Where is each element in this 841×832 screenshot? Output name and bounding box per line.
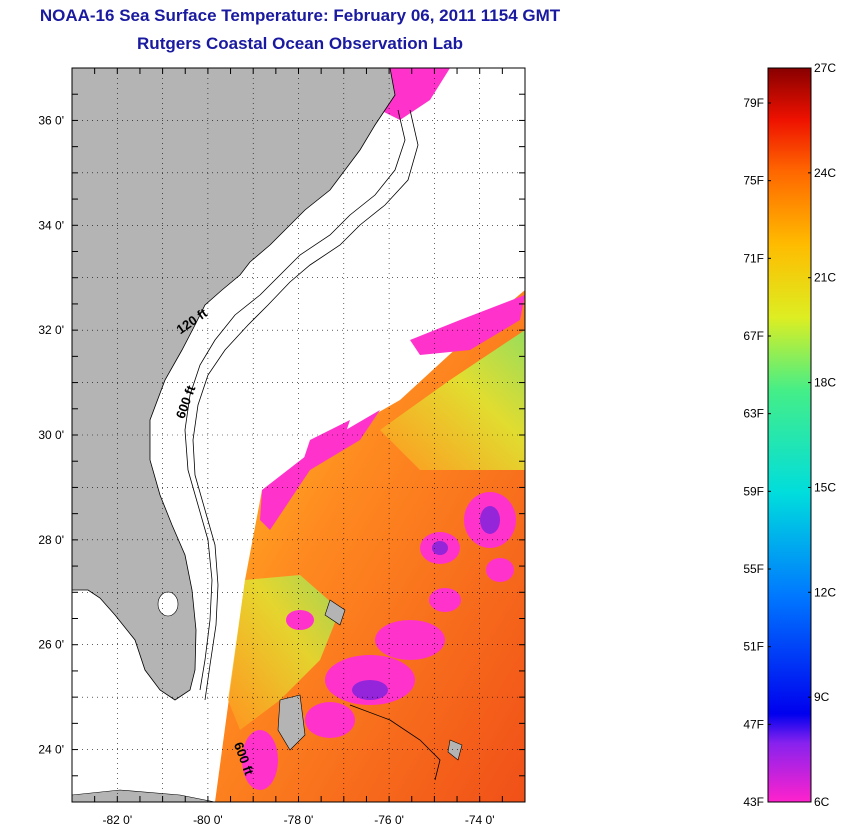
colorbar-fahrenheit-label: 63F [743, 407, 764, 421]
lon-label: -76 0' [374, 813, 404, 827]
colorbar-celsius-label: 18C [814, 376, 836, 390]
map-title: NOAA-16 Sea Surface Temperature: Februar… [39, 6, 561, 25]
map-subtitle: Rutgers Coastal Ocean Observation Lab [137, 34, 463, 53]
lat-label: 34 0' [38, 218, 64, 232]
colorbar-celsius-label: 27C [814, 61, 836, 75]
lon-label: -74 0' [465, 813, 495, 827]
axis-ticks [71, 67, 526, 803]
colorbar-celsius-label: 24C [814, 166, 836, 180]
grid [72, 68, 525, 802]
lat-label: 30 0' [38, 428, 64, 442]
lat-label: 32 0' [38, 323, 64, 337]
colorbar-celsius-label: 15C [814, 480, 836, 494]
lon-label: -78 0' [284, 813, 314, 827]
lat-label: 28 0' [38, 533, 64, 547]
colorbar-fahrenheit-label: 67F [743, 329, 764, 343]
colorbar-gradient [767, 67, 812, 803]
colorbar-celsius-label: 6C [814, 795, 830, 809]
colorbar-fahrenheit-label: 71F [743, 251, 764, 265]
colorbar-fahrenheit-label: 43F [743, 795, 764, 809]
temperature-colorbar: 27C 24C 21C 18C 15C 12C 9C 6C 79F 75F 71F 67F 63F 59F… [743, 61, 836, 809]
land-north-america [72, 68, 396, 701]
colorbar-fahrenheit-label: 55F [743, 562, 764, 576]
colorbar-fahrenheit-label: 75F [743, 174, 764, 188]
colorbar-celsius-label: 12C [814, 585, 836, 599]
lon-label: -80 0' [193, 813, 223, 827]
lat-label: 24 0' [38, 743, 64, 757]
cloud-mask [242, 68, 525, 790]
bathymetry-contours [184, 109, 441, 781]
colorbar-fahrenheit-label: 47F [743, 717, 764, 731]
colorbar-fahrenheit-label: 79F [743, 96, 764, 110]
sst-map: 36 0' 34 0' 32 0' 30 0' 28 0' 26 0' 24 0' -82 … [38, 67, 526, 827]
lat-labels: 36 0' 34 0' 32 0' 30 0' 28 0' 26 0' 24 0' [38, 113, 64, 756]
lat-label: 36 0' [38, 113, 64, 127]
lat-label: 26 0' [38, 638, 64, 652]
colorbar-celsius-label: 21C [814, 271, 836, 285]
colorbar-celsius-label: 9C [814, 690, 830, 704]
lon-label: -82 0' [102, 813, 132, 827]
lon-labels: -82 0' -80 0' -78 0' -76 0' -74 0' [102, 813, 494, 827]
colorbar-fahrenheit-label: 51F [743, 640, 764, 654]
sst-gulfstream-band [380, 330, 525, 470]
colorbar-fahrenheit-label: 59F [743, 484, 764, 498]
